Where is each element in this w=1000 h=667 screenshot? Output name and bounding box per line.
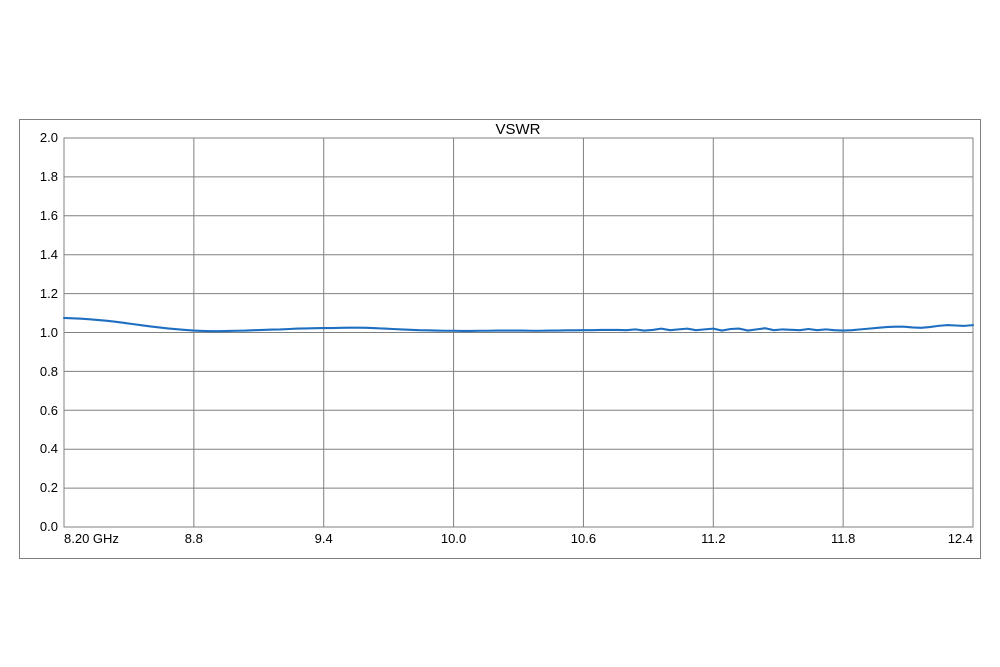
x-tick-label: 8.8 [185,531,203,546]
chart-title-text: VSWR [496,121,541,138]
x-tick-label: 10.0 [441,531,466,546]
y-tick-label: 0.6 [40,403,58,418]
y-tick-label: 0.8 [40,364,58,379]
y-tick-label: 0.0 [40,519,58,534]
y-tick-label: 0.4 [40,441,58,456]
y-tick-label: 1.8 [40,169,58,184]
y-tick-label: 1.6 [40,208,58,223]
chart-svg [64,138,973,527]
y-tick-label: 2.0 [40,130,58,145]
x-tick-label: 9.4 [315,531,333,546]
y-tick-label: 1.4 [40,247,58,262]
x-tick-label: 12.4 [933,531,973,546]
x-tick-label: 8.20 GHz [64,531,119,546]
page: VSWR 0.0 0.2 0.4 0.6 0.8 1.0 1.2 1.4 1.6 1.8 2.0 8.… [0,0,1000,667]
y-tick-label: 1.2 [40,286,58,301]
plot-area [64,138,973,527]
x-tick-label: 10.6 [571,531,596,546]
y-tick-label: 1.0 [40,325,58,340]
x-tick-label: 11.2 [701,531,725,546]
x-tick-label: 11.8 [831,531,855,546]
y-tick-label: 0.2 [40,480,58,495]
chart-title: VSWR [418,121,618,138]
